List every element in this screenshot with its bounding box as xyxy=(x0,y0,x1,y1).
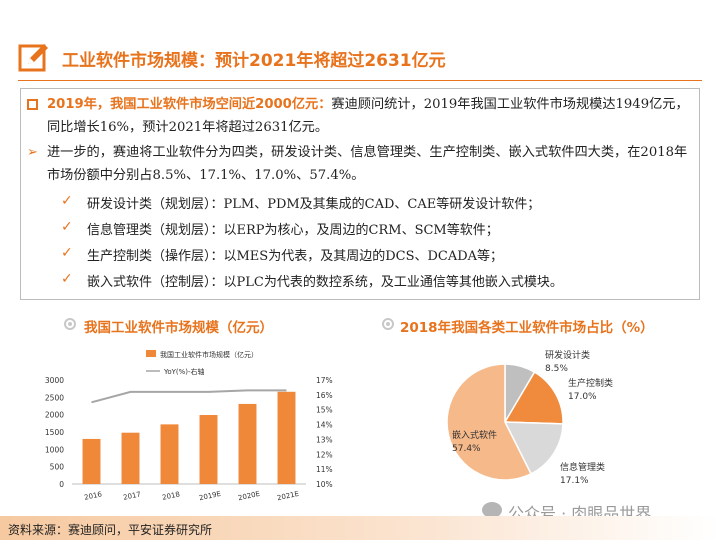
check-icon: ✓ xyxy=(61,271,73,287)
x-tick-label: 2017 xyxy=(123,490,142,502)
bullet-1-highlight: 2019年，我国工业软件市场空间近2000亿元： xyxy=(47,97,332,112)
source-note: 资料来源：赛迪顾问，平安证券研究所 xyxy=(8,523,213,537)
y-tick-label: 1000 xyxy=(45,445,64,454)
target-icon xyxy=(64,318,76,330)
legend-line-label: YoY(%)-右轴 xyxy=(163,367,205,376)
bullet-1: 2019年，我国工业软件市场空间近2000亿元：赛迪顾问统计，2019年我国工业… xyxy=(27,93,695,139)
pie-slice-value: 17.0% xyxy=(568,392,597,402)
bar xyxy=(277,391,296,484)
x-tick-label: 2019E xyxy=(198,490,221,502)
wechat-icon xyxy=(482,502,502,518)
pie-slice xyxy=(503,371,564,425)
y2-tick-label: 13% xyxy=(316,435,333,444)
y2-tick-label: 17% xyxy=(316,376,333,385)
bar xyxy=(199,415,218,484)
x-tick-label: 2020E xyxy=(237,490,260,502)
bullet-2-text: 进一步的，赛迪将工业软件分为四类，研发设计类、信息管理类、生产控制类、嵌入式软件… xyxy=(47,145,688,183)
summary-box: 2019年，我国工业软件市场空间近2000亿元：赛迪顾问统计，2019年我国工业… xyxy=(20,88,700,300)
square-bullet-icon xyxy=(27,99,38,110)
bar-chart-title: 我国工业软件市场规模（亿元） xyxy=(84,320,273,336)
pie-slice xyxy=(503,421,564,475)
bar xyxy=(82,438,101,484)
check-icon: ✓ xyxy=(61,219,73,235)
y-tick-label: 2500 xyxy=(45,393,64,402)
x-tick-label: 2021E xyxy=(276,490,299,502)
check-item-text: 信息管理类（规划层）：以ERP为核心，及周边的CRM、SCM等软件； xyxy=(87,223,499,238)
bar xyxy=(121,432,140,484)
bar xyxy=(238,403,257,484)
x-tick-label: 2016 xyxy=(84,490,104,502)
bullet-2: ➢ 进一步的，赛迪将工业软件分为四类，研发设计类、信息管理类、生产控制类、嵌入式… xyxy=(27,141,695,187)
arrow-bullet-icon: ➢ xyxy=(27,145,38,160)
check-icon: ✓ xyxy=(61,245,73,261)
pie-chart-title: 2018年我国各类工业软件市场占比（%） xyxy=(400,320,654,336)
pencil-edit-icon xyxy=(18,44,48,72)
bullet-1-text: 赛迪顾问统计，2019年我国工业软件市场规模达1949亿元，同比增长16%，预计… xyxy=(47,97,689,135)
pie-slice xyxy=(446,363,533,481)
check-item-text: 嵌入式软件（控制层）：以PLC为代表的数控系统，及工业通信等其他嵌入式模块。 xyxy=(87,275,563,290)
y-tick-label: 1500 xyxy=(45,428,64,437)
check-icon: ✓ xyxy=(61,193,73,209)
x-tick-label: 2018 xyxy=(162,490,181,502)
pie-slice-value: 8.5% xyxy=(545,364,568,374)
market-size-chart: 我国工业软件市场规模（亿元） YoY(%)-右轴 0 500 1000 1500 2000 2… xyxy=(45,350,333,502)
y-tick-label: 2000 xyxy=(45,411,64,420)
y-tick-label: 500 xyxy=(50,463,65,472)
check-item-text: 研发设计类（规划层）：PLM、PDM及其集成的CAD、CAE等研发设计软件； xyxy=(87,197,541,212)
y-tick-label: 0 xyxy=(59,480,64,489)
legend-bar-swatch xyxy=(146,350,156,357)
y2-tick-label: 16% xyxy=(316,391,333,400)
page-title: 工业软件市场规模：预计2021年将超过2631亿元 xyxy=(62,51,446,71)
market-share-pie-chart: 研发设计类 8.5%生产控制类 17.0% 信息管理类 17.1% 嵌入式软件 57.4% xyxy=(446,349,613,486)
y2-tick-label: 14% xyxy=(316,421,333,430)
footer-bar xyxy=(0,516,720,540)
pie-slice-label: 信息管理类 xyxy=(560,461,605,473)
target-icon xyxy=(382,318,394,330)
pie-slice-label: 生产控制类 xyxy=(568,377,613,389)
bar xyxy=(160,424,179,484)
yoy-line xyxy=(91,389,287,404)
y-tick-label: 3000 xyxy=(45,376,64,385)
y2-tick-label: 11% xyxy=(316,465,333,474)
y2-tick-label: 10% xyxy=(316,480,333,489)
legend-bar-label: 我国工业软件市场规模（亿元） xyxy=(160,350,258,359)
title-divider xyxy=(18,80,702,81)
y2-tick-label: 12% xyxy=(316,450,333,459)
pie-slice-value: 57.4% xyxy=(452,444,481,454)
pie-slice-value: 17.1% xyxy=(560,476,589,486)
check-item-text: 生产控制类（操作层）：以MES为代表，及其周边的DCS、DCADA等； xyxy=(87,249,504,264)
pie-slice-label: 嵌入式软件 xyxy=(452,429,497,441)
pie-slice-label: 研发设计类 xyxy=(545,349,590,361)
y2-tick-label: 15% xyxy=(316,406,333,415)
